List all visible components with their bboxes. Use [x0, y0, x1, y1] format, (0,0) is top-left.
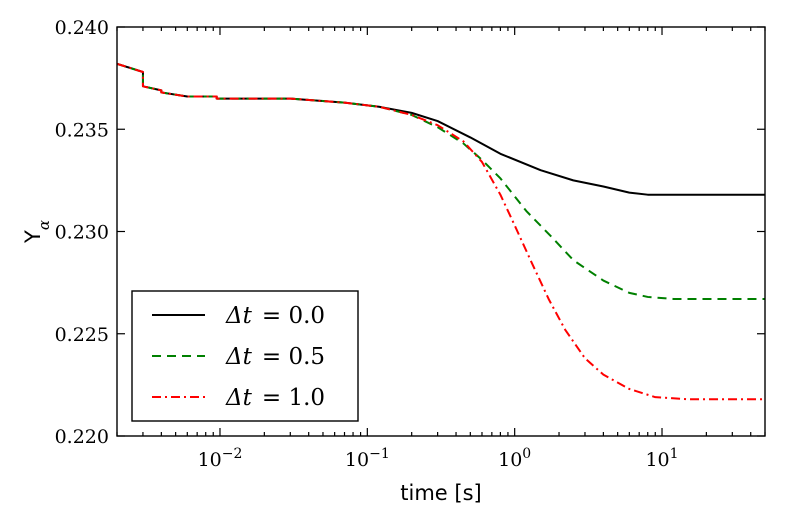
legend-label-rhs: = 0.0: [262, 303, 325, 329]
x-tick-label-base: 10: [498, 449, 522, 471]
legend-label-3: Δt = 1.0: [225, 385, 325, 411]
plot-lines: [117, 62, 765, 401]
y-tick-label: 0.220: [55, 426, 109, 448]
y-axis-label: Yα: [21, 220, 53, 244]
x-axis: 10−2 10−1 100 101: [116, 27, 766, 471]
x-tick-label-exponent: −1: [369, 446, 390, 462]
legend-label-1: Δt = 0.0: [225, 303, 325, 329]
legend-label-2: Δt = 0.5: [225, 344, 325, 370]
x-tick-label: 10−2: [198, 446, 243, 471]
x-tick-label-base: 10: [345, 449, 369, 471]
y-tick-label: 0.230: [55, 222, 109, 244]
x-tick-label: 101: [645, 446, 678, 471]
legend-label-lhs: Δt: [225, 385, 253, 411]
x-tick-label-exponent: 0: [522, 446, 531, 462]
y-axis-label-main: Y: [21, 230, 45, 244]
legend: Δt = 0.0 Δt = 0.5 Δt = 1.0: [131, 290, 359, 422]
legend-label-rhs: = 1.0: [262, 385, 325, 411]
x-tick-label-base: 10: [198, 449, 222, 471]
y-tick-label: 0.225: [55, 324, 109, 346]
x-axis-label: time [s]: [400, 481, 481, 505]
legend-label-rhs: = 0.5: [262, 344, 325, 370]
x-tick-label-exponent: −2: [222, 446, 243, 462]
x-tick-label-base: 10: [645, 449, 669, 471]
y-axis: 0.220 0.225 0.230 0.235 0.240: [55, 17, 765, 448]
legend-label-lhs: Δt: [225, 344, 253, 370]
y-axis-label-subscript: α: [35, 220, 53, 230]
y-tick-label: 0.235: [55, 119, 109, 141]
x-tick-label: 10−1: [345, 446, 390, 471]
y-tick-label: 0.240: [55, 17, 109, 39]
x-tick-label: 100: [498, 446, 531, 471]
legend-label-lhs: Δt: [225, 303, 253, 329]
x-tick-label-exponent: 1: [670, 446, 679, 462]
